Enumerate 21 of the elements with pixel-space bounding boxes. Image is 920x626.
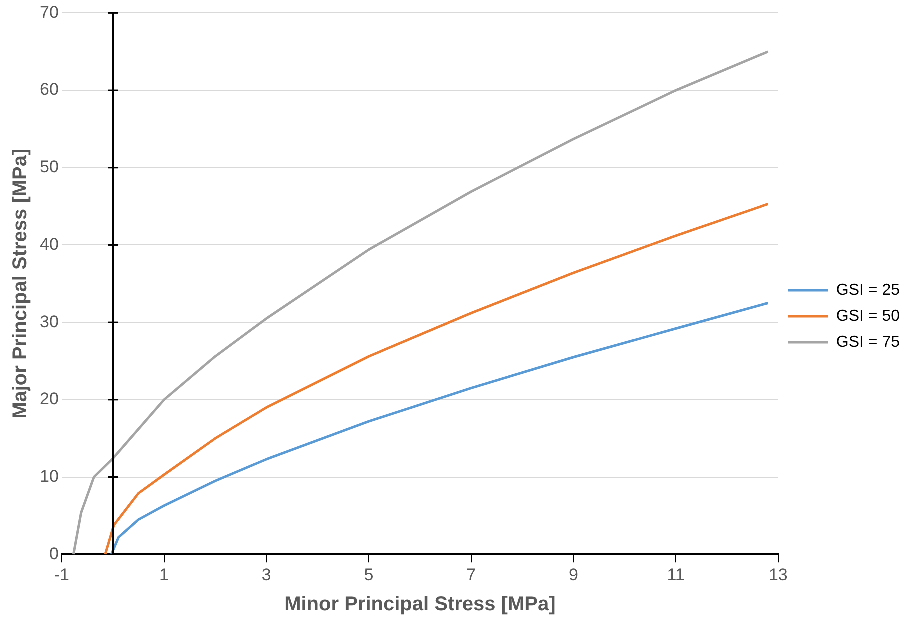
y-tick-label: 10 [40,466,59,486]
x-axis-title: Minor Principal Stress [MPa] [284,594,556,616]
legend-label: GSI = 50 [836,308,900,325]
x-tick-label: 11 [667,565,685,584]
y-tick-label: 30 [40,312,59,332]
x-tick-label: 13 [768,565,788,584]
x-tick-label: -1 [54,565,70,584]
legend-label: GSI = 75 [836,334,900,351]
x-tick-label: 5 [364,565,374,584]
y-tick-label: 60 [40,80,59,100]
y-tick-label: 20 [40,390,59,409]
y-tick-label: 0 [49,544,59,564]
x-tick-label: 3 [262,565,272,584]
x-tick-label: 1 [160,565,169,584]
y-tick-label: 50 [40,158,59,177]
x-tick-label: 9 [568,565,578,584]
y-tick-label: 40 [40,234,59,254]
x-tick-label: 7 [466,565,476,584]
y-tick-label: 70 [40,2,59,22]
y-axis-title: Major Principal Stress [MPa] [10,148,32,419]
legend-label: GSI = 25 [836,282,900,299]
